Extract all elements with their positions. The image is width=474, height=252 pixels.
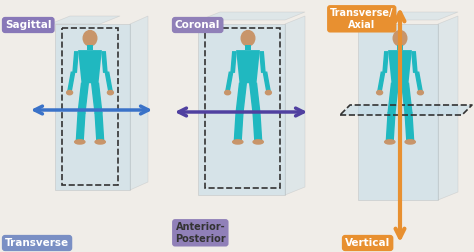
Text: Sagittal: Sagittal [5,20,52,30]
Polygon shape [250,83,260,113]
Ellipse shape [241,30,255,46]
Ellipse shape [83,30,97,46]
Polygon shape [253,113,262,140]
Bar [62,28,118,185]
Bar [205,28,280,188]
Ellipse shape [385,140,395,144]
Polygon shape [388,83,398,113]
Polygon shape [358,12,458,20]
Polygon shape [383,52,388,72]
Polygon shape [412,52,417,72]
Polygon shape [76,113,85,140]
Polygon shape [226,72,233,91]
Ellipse shape [418,90,423,95]
Polygon shape [55,24,130,190]
Ellipse shape [233,140,243,144]
FancyBboxPatch shape [398,45,402,50]
Text: Transverse/
Axial: Transverse/ Axial [330,8,393,29]
Text: Vertical: Vertical [345,238,390,248]
Ellipse shape [225,90,230,95]
Polygon shape [130,16,148,190]
Ellipse shape [108,90,113,95]
FancyBboxPatch shape [246,45,251,50]
Polygon shape [386,113,395,140]
Text: Coronal: Coronal [175,20,220,30]
Polygon shape [198,24,285,195]
Polygon shape [285,16,305,195]
Polygon shape [102,52,107,72]
Polygon shape [260,52,265,72]
Ellipse shape [377,90,383,95]
Polygon shape [200,12,305,20]
Polygon shape [73,52,78,72]
Ellipse shape [67,90,73,95]
Ellipse shape [393,30,407,46]
Polygon shape [68,72,75,91]
Polygon shape [378,72,385,91]
Polygon shape [78,50,102,83]
Ellipse shape [265,90,272,95]
FancyBboxPatch shape [87,45,92,50]
Polygon shape [340,105,472,115]
Polygon shape [236,83,246,113]
Polygon shape [231,52,236,72]
Ellipse shape [253,140,263,144]
Polygon shape [438,16,458,200]
Polygon shape [105,72,112,91]
Ellipse shape [95,140,105,144]
Polygon shape [50,16,120,24]
Text: Anterior-
Posterior: Anterior- Posterior [175,222,226,244]
Polygon shape [401,83,412,113]
Ellipse shape [405,140,415,144]
Polygon shape [263,72,270,91]
Polygon shape [95,113,104,140]
Text: Transverse: Transverse [5,238,69,248]
Polygon shape [358,24,438,200]
Ellipse shape [75,140,85,144]
Polygon shape [415,72,422,91]
Polygon shape [405,113,414,140]
Polygon shape [91,83,102,113]
Polygon shape [236,50,260,83]
Polygon shape [235,113,243,140]
Polygon shape [388,50,412,83]
Polygon shape [78,83,88,113]
